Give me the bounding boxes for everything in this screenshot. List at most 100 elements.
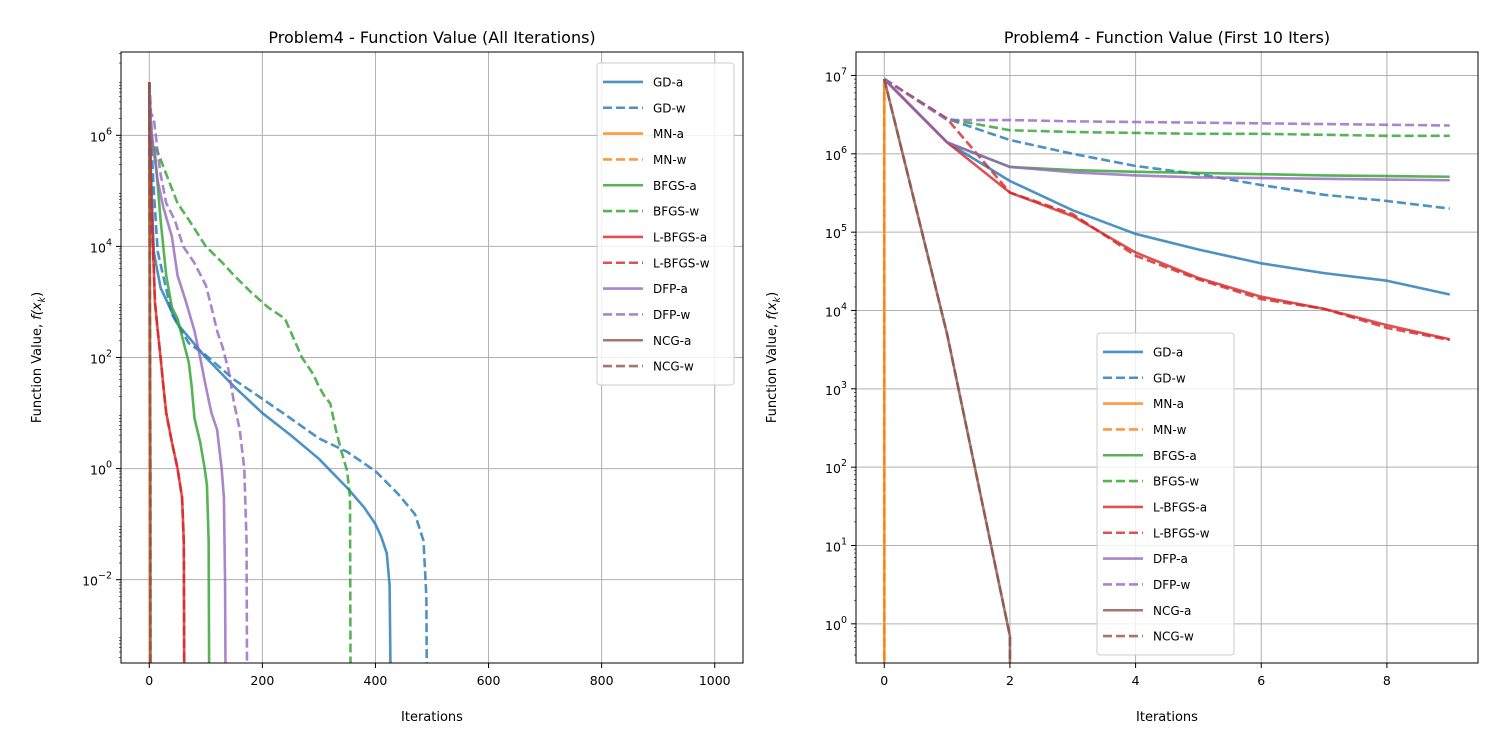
y-tick-exponent: 0	[841, 615, 847, 626]
y-tick-base: 10	[825, 383, 841, 398]
y-axis-label-subscript: k	[772, 296, 783, 302]
series-line-dfp-a	[147, 82, 227, 663]
x-tick-label: 800	[590, 673, 614, 688]
x-tick-label: 200	[250, 673, 274, 688]
y-tick-base: 10	[90, 463, 106, 478]
series-line-gd-a	[147, 82, 392, 663]
legend-label: DFP-a	[1153, 552, 1188, 566]
legend-label: L-BFGS-w	[653, 256, 710, 270]
legend-label: NCG-w	[653, 360, 694, 374]
series-line-bfgs-w	[147, 82, 352, 663]
y-axis-label-subscript: k	[37, 296, 48, 302]
legend-label: L-BFGS-w	[1153, 526, 1210, 540]
series-group	[147, 82, 429, 663]
legend-label: L-BFGS-a	[1153, 500, 1207, 514]
x-tick-label: 600	[477, 673, 501, 688]
y-tick-exponent: 4	[841, 302, 847, 313]
y-tick-base: 10	[90, 352, 106, 367]
series-line-ncg-w	[147, 82, 152, 663]
series-line-gd-a	[883, 78, 1451, 296]
y-tick-exponent: 0	[106, 460, 112, 471]
y-tick-label: 100	[90, 460, 112, 478]
x-axis-label: Iterations	[401, 710, 463, 725]
y-axis-label-text: Function Value,	[30, 320, 45, 423]
y-tick-exponent: 2	[841, 458, 847, 469]
x-tick-label: 8	[1383, 673, 1391, 688]
series-line-bfgs-a	[883, 78, 1450, 179]
legend-label: GD-w	[1153, 371, 1186, 385]
y-tick-label: 104	[90, 237, 112, 255]
y-tick-exponent: 7	[841, 67, 847, 78]
legend-label: GD-a	[1153, 345, 1183, 359]
legend-label: BFGS-a	[1153, 449, 1197, 463]
chart-title: Problem4 - Function Value (First 10 Iter…	[1004, 28, 1330, 47]
legend-label: MN-a	[1153, 397, 1184, 411]
series-line-ncg-w	[883, 78, 1012, 663]
y-tick-base: 10	[90, 240, 106, 255]
legend-label: DFP-w	[1153, 578, 1190, 592]
y-tick-label: 106	[825, 145, 847, 163]
legend-label: NCG-a	[1153, 604, 1191, 618]
chart-title: Problem4 - Function Value (All Iteration…	[268, 28, 595, 47]
legend-label: BFGS-w	[1153, 475, 1199, 489]
y-tick-exponent: −2	[98, 571, 112, 582]
legend-frame	[1096, 332, 1235, 656]
legend-label: L-BFGS-a	[653, 230, 707, 244]
legend-label: BFGS-w	[653, 205, 699, 219]
y-tick-exponent: 4	[106, 237, 112, 248]
series-line-dfp-w	[883, 77, 1450, 127]
y-tick-exponent: 2	[106, 349, 112, 360]
series-line-l-bfgs-a	[883, 78, 1451, 341]
series-line-l-bfgs-w	[147, 82, 186, 663]
legend-label: NCG-a	[653, 334, 691, 348]
y-axis-label: Function Value, f(xk)	[30, 292, 48, 423]
y-axis-label-text: Function Value,	[765, 320, 780, 423]
y-tick-label: 102	[825, 458, 847, 476]
y-axis-label-math: f(x	[30, 302, 45, 320]
legend-label: MN-w	[653, 153, 687, 167]
y-tick-exponent: 6	[106, 126, 112, 137]
y-tick-base: 10	[825, 618, 841, 633]
y-tick-base: 10	[825, 461, 841, 476]
x-tick-label: 0	[880, 673, 888, 688]
y-tick-base: 10	[825, 540, 841, 555]
legend: GD-a GD-w MN-a MN-w BFGS-a BFGS-w L-BFGS-a L-BF…	[596, 62, 735, 386]
x-axis-label: Iterations	[1136, 710, 1198, 725]
chart-panel-1: 0 200 400 600 800 100010610410210010−2Problem…	[30, 28, 744, 725]
y-tick-label: 103	[825, 380, 847, 398]
y-tick-base: 10	[82, 574, 98, 589]
series-line-gd-w	[883, 77, 1450, 210]
series-line-bfgs-a	[147, 82, 211, 663]
y-tick-label: 102	[90, 349, 112, 367]
y-tick-label: 104	[825, 302, 847, 320]
axes-frame	[855, 51, 1479, 664]
y-tick-exponent: 6	[841, 145, 847, 156]
legend-label: GD-w	[653, 101, 686, 115]
y-tick-exponent: 5	[841, 223, 847, 234]
y-tick-base: 10	[825, 148, 841, 163]
legend: GD-a GD-w MN-a MN-w BFGS-a BFGS-w L-BFGS-a L-BF…	[1096, 332, 1235, 656]
y-tick-label: 105	[825, 223, 847, 241]
x-tick-label: 6	[1257, 673, 1265, 688]
y-tick-label: 100	[825, 615, 847, 633]
x-tick-label: 0	[145, 673, 153, 688]
y-tick-base: 10	[825, 226, 841, 241]
series-line-bfgs-w	[883, 77, 1450, 138]
series-line-ncg-a	[883, 78, 1012, 663]
y-tick-exponent: 3	[841, 380, 847, 391]
legend-label: DFP-a	[653, 282, 688, 296]
series-line-gd-w	[147, 82, 429, 663]
legend-frame	[596, 62, 735, 386]
y-tick-base: 10	[825, 70, 841, 85]
y-tick-base: 10	[825, 305, 841, 320]
y-tick-exponent: 1	[841, 537, 847, 548]
x-tick-label: 4	[1132, 673, 1140, 688]
series-group	[882, 77, 1451, 663]
legend-label: MN-a	[653, 127, 684, 141]
series-line-dfp-w	[147, 82, 249, 663]
y-tick-base: 10	[90, 129, 106, 144]
x-tick-label: 400	[364, 673, 388, 688]
y-axis-label-close: )	[765, 292, 780, 297]
